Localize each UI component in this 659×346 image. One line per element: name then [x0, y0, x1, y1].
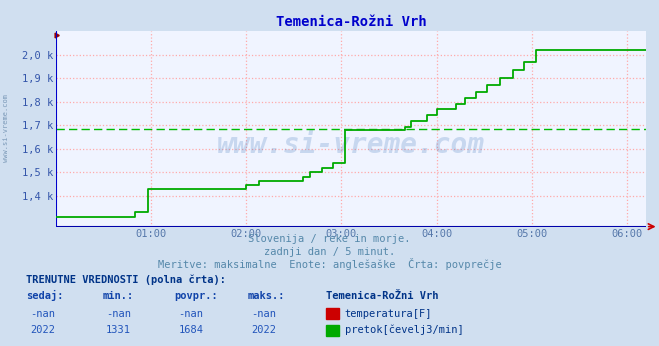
Text: 2022: 2022 — [30, 325, 55, 335]
Text: -nan: -nan — [179, 309, 204, 319]
Text: Slovenija / reke in morje.: Slovenija / reke in morje. — [248, 234, 411, 244]
Title: Temenica-Rožni Vrh: Temenica-Rožni Vrh — [275, 15, 426, 29]
Text: -nan: -nan — [251, 309, 276, 319]
Text: 2022: 2022 — [251, 325, 276, 335]
Text: povpr.:: povpr.: — [175, 291, 218, 301]
Text: maks.:: maks.: — [247, 291, 285, 301]
Text: www.si-vreme.com: www.si-vreme.com — [3, 94, 9, 162]
Text: 1684: 1684 — [179, 325, 204, 335]
Text: TRENUTNE VREDNOSTI (polna črta):: TRENUTNE VREDNOSTI (polna črta): — [26, 274, 226, 285]
Text: sedaj:: sedaj: — [26, 290, 64, 301]
Text: pretok[čevelj3/min]: pretok[čevelj3/min] — [345, 324, 463, 335]
Text: -nan: -nan — [30, 309, 55, 319]
Text: min.:: min.: — [102, 291, 133, 301]
Text: zadnji dan / 5 minut.: zadnji dan / 5 minut. — [264, 247, 395, 257]
Text: Meritve: maksimalne  Enote: anglešaške  Črta: povprečje: Meritve: maksimalne Enote: anglešaške Čr… — [158, 258, 501, 271]
Text: Temenica-RoŽni Vrh: Temenica-RoŽni Vrh — [326, 291, 439, 301]
Text: www.si-vreme.com: www.si-vreme.com — [217, 130, 485, 158]
Text: -nan: -nan — [106, 309, 131, 319]
Text: 1331: 1331 — [106, 325, 131, 335]
Text: temperatura[F]: temperatura[F] — [345, 309, 432, 319]
